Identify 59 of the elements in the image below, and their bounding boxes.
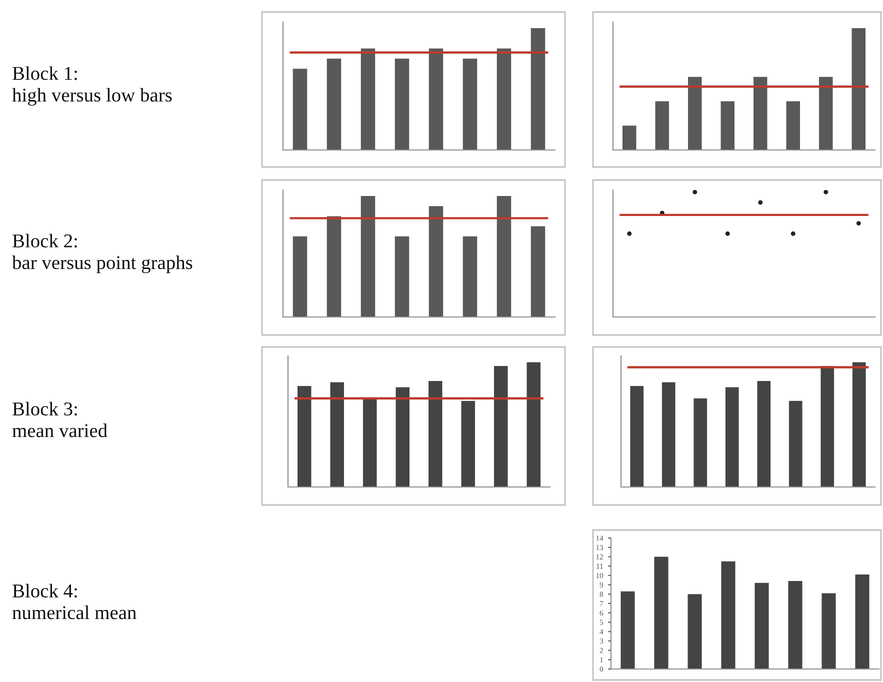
bar (462, 236, 478, 317)
text: Block 3: mean varied (12, 402, 108, 438)
bar (822, 593, 836, 669)
bar (292, 236, 308, 317)
bar (852, 362, 866, 487)
bar (462, 58, 478, 150)
bar (530, 28, 546, 150)
bar (396, 387, 410, 487)
bar (297, 386, 312, 487)
bar (757, 380, 771, 487)
bar (820, 366, 834, 487)
bar (530, 226, 546, 317)
point (692, 190, 698, 194)
bar (622, 126, 636, 150)
bar (496, 196, 512, 317)
bar (754, 582, 769, 669)
bar (292, 68, 308, 150)
text: Block 4: numerical mean (12, 584, 136, 620)
point (627, 231, 632, 236)
text: Block 2: bar versus point graphs (12, 234, 192, 274)
bar (662, 382, 676, 487)
bar (654, 556, 668, 669)
bar (494, 366, 508, 487)
bar (753, 76, 768, 150)
bar (630, 386, 644, 487)
bar (428, 48, 444, 150)
point (824, 190, 828, 194)
bar (394, 58, 410, 150)
bar (362, 398, 377, 487)
bar (786, 101, 800, 150)
point (790, 231, 796, 236)
bar (818, 76, 833, 150)
bar (720, 101, 734, 150)
bar (330, 382, 344, 487)
bar (725, 387, 739, 487)
point (856, 221, 861, 226)
bar (496, 48, 512, 150)
bar (852, 28, 866, 150)
bar (360, 196, 376, 317)
point (758, 200, 763, 205)
text: Block 1: high versus low bars (12, 66, 172, 106)
point (725, 231, 730, 236)
bar (461, 400, 475, 487)
bar (620, 591, 635, 669)
bar (694, 398, 708, 487)
bar (688, 594, 702, 669)
bar (855, 574, 870, 669)
bar (788, 581, 802, 669)
bar (394, 236, 410, 317)
bar (788, 400, 802, 487)
bar (688, 76, 702, 150)
bar (326, 216, 342, 317)
bar (721, 561, 736, 669)
bar (428, 380, 442, 487)
bar (326, 58, 342, 150)
bar (526, 362, 540, 487)
bar (428, 206, 444, 317)
bar (655, 101, 669, 150)
bar (360, 48, 376, 150)
